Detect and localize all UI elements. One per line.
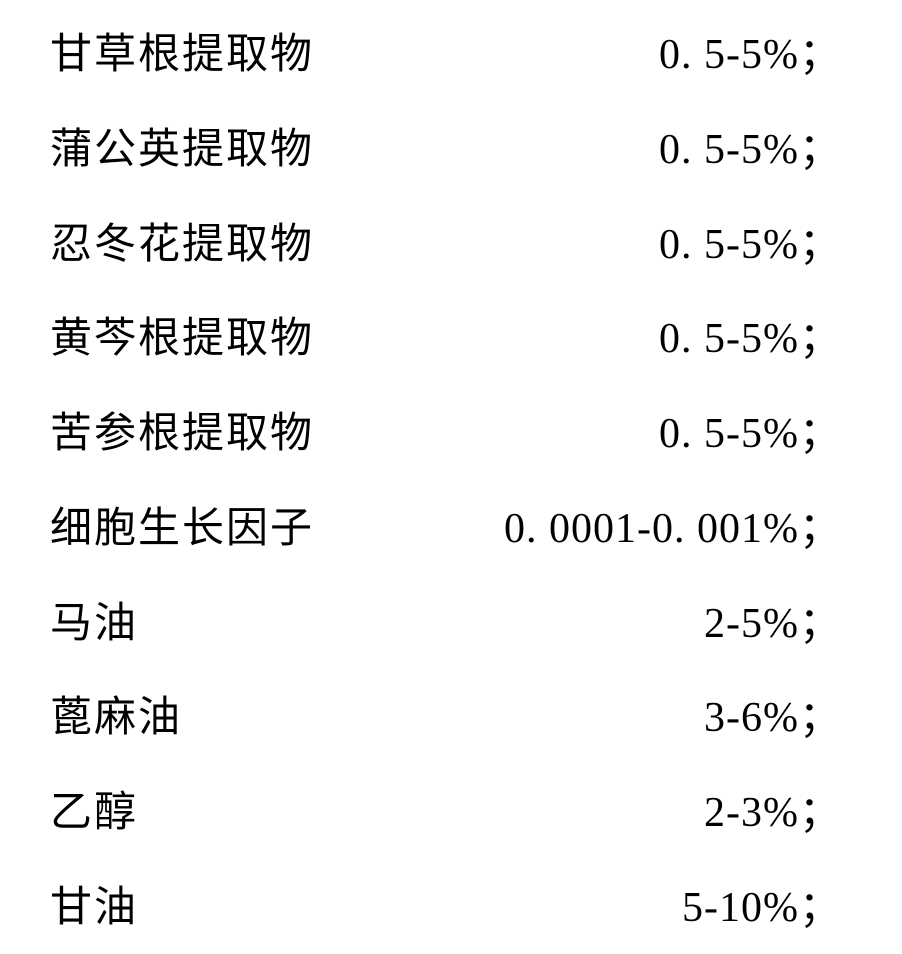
ingredient-name: 马油 [50,589,138,650]
table-row: 蒲公英提取物 0. 5-5%； [50,115,842,176]
ingredient-value: 0. 0001-0. 001%； [504,494,842,555]
table-row: 细胞生长因子 0. 0001-0. 001%； [50,494,842,555]
ingredient-name: 黄芩根提取物 [50,304,314,365]
table-row: 苦参根提取物 0. 5-5%； [50,399,842,460]
ingredient-name: 蓖麻油 [50,683,182,744]
ingredient-name: 甘油 [50,873,138,934]
ingredient-name: 蒲公英提取物 [50,115,314,176]
ingredient-name: 乙醇 [50,778,138,839]
ingredient-value: 0. 5-5%； [659,115,842,176]
ingredient-value: 3-6%； [704,683,842,744]
ingredient-name: 甘草根提取物 [50,20,314,81]
ingredient-value: 0. 5-5%； [659,210,842,271]
table-row: 蓖麻油 3-6%； [50,683,842,744]
table-row: 黄芩根提取物 0. 5-5%； [50,304,842,365]
ingredient-name: 细胞生长因子 [50,494,314,555]
table-row: 甘草根提取物 0. 5-5%； [50,20,842,81]
ingredient-value: 0. 5-5%； [659,399,842,460]
ingredient-name: 苦参根提取物 [50,399,314,460]
table-row: 忍冬花提取物 0. 5-5%； [50,210,842,271]
ingredient-value: 0. 5-5%； [659,304,842,365]
table-row: 乙醇 2-3%； [50,778,842,839]
ingredient-value: 2-5%； [704,589,842,650]
ingredient-value: 2-3%； [704,778,842,839]
ingredient-value: 5-10%； [682,873,842,934]
table-row: 马油 2-5%； [50,589,842,650]
table-row: 甘油 5-10%； [50,873,842,934]
ingredient-name: 忍冬花提取物 [50,210,314,271]
ingredient-table: 甘草根提取物 0. 5-5%； 蒲公英提取物 0. 5-5%； 忍冬花提取物 0… [0,0,902,954]
ingredient-value: 0. 5-5%； [659,20,842,81]
